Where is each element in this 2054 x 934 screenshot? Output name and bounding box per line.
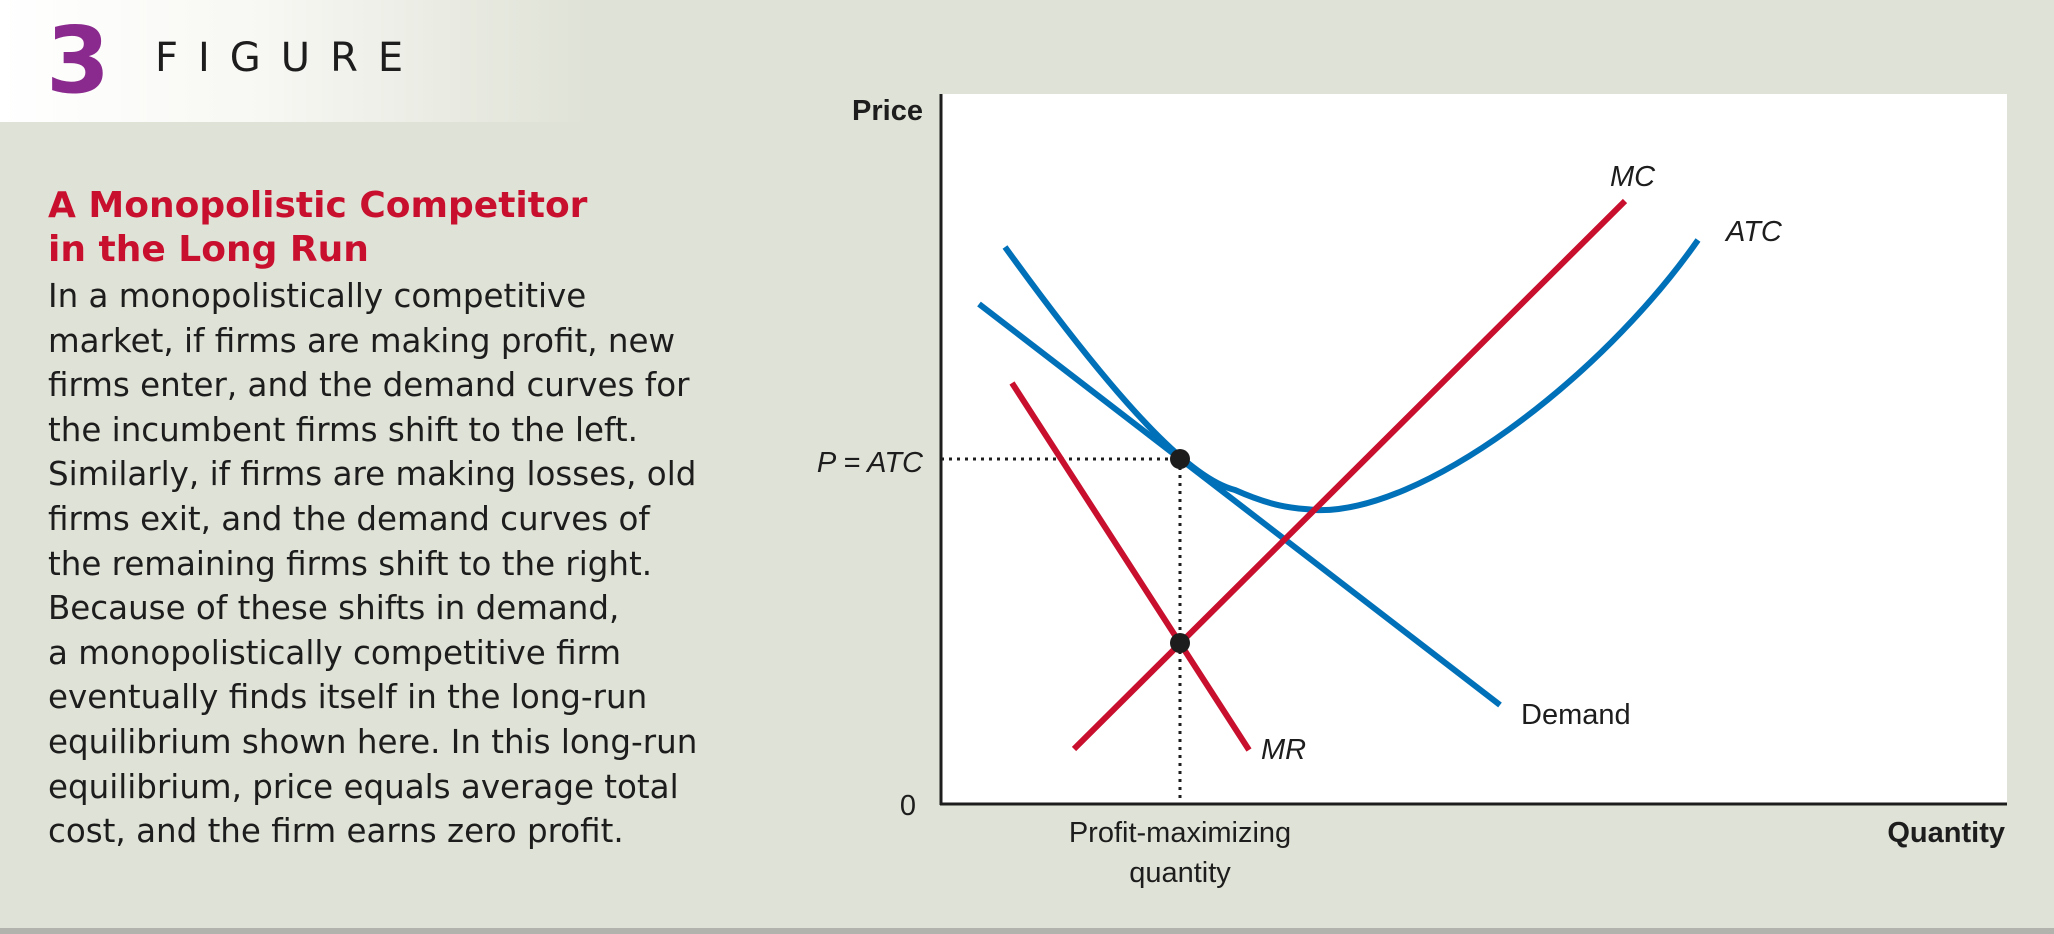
quantity-label-line: Profit-maximizing bbox=[1069, 817, 1291, 849]
demand-curve bbox=[977, 301, 1502, 708]
page-bottom-edge bbox=[0, 928, 2054, 934]
caption-line: cost, and the firm earns zero profit. bbox=[48, 812, 624, 851]
figure-header bbox=[0, 0, 590, 122]
caption-line: a monopolistically competitive firm bbox=[48, 633, 622, 672]
caption-body: In a monopolistically competitive market… bbox=[48, 274, 728, 854]
mr-curve bbox=[1009, 381, 1252, 752]
caption-line: eventually finds itself in the long-run bbox=[48, 678, 648, 717]
mc-label: MC bbox=[1610, 161, 1656, 193]
caption-line: the remaining firms shift to the right. bbox=[48, 544, 653, 583]
caption-line: equilibrium shown here. In this long-run bbox=[48, 722, 698, 761]
figure-number: 3 bbox=[46, 7, 111, 114]
caption-line: market, if firms are making profit, new bbox=[48, 321, 676, 360]
y-axis-label: Price bbox=[852, 95, 923, 127]
caption-title: A Monopolistic Competitor in the Long Ru… bbox=[48, 184, 728, 272]
mc-curve bbox=[1071, 198, 1628, 752]
plot-area bbox=[941, 94, 2007, 804]
x-axis-label: Quantity bbox=[1887, 817, 2005, 849]
caption-line: Similarly, if firms are making losses, o… bbox=[48, 455, 697, 494]
origin-label: 0 bbox=[900, 790, 916, 822]
caption-line: the incumbent firms shift to the left. bbox=[48, 410, 638, 449]
mr-mc-intersection-point bbox=[1170, 633, 1190, 653]
mr-label: MR bbox=[1261, 734, 1306, 766]
caption-line: In a monopolistically competitive bbox=[48, 277, 587, 315]
caption-line: firms exit, and the demand curves of bbox=[48, 499, 650, 538]
atc-label: ATC bbox=[1724, 216, 1783, 248]
atc-curve bbox=[1002, 238, 1701, 514]
caption-title-line: in the Long Run bbox=[48, 229, 369, 270]
demand-label: Demand bbox=[1521, 699, 1631, 731]
caption-line: Because of these shifts in demand, bbox=[48, 589, 620, 628]
figure-label: FIGURE bbox=[155, 35, 424, 81]
price-equals-atc-label: P = ATC bbox=[817, 447, 924, 479]
tangency-point bbox=[1170, 449, 1190, 469]
caption-title-line: A Monopolistic Competitor bbox=[48, 185, 588, 226]
caption-line: equilibrium, price equals average total bbox=[48, 767, 679, 806]
quantity-label-line: quantity bbox=[1129, 857, 1231, 889]
caption-line: firms enter, and the demand curves for bbox=[48, 366, 690, 405]
